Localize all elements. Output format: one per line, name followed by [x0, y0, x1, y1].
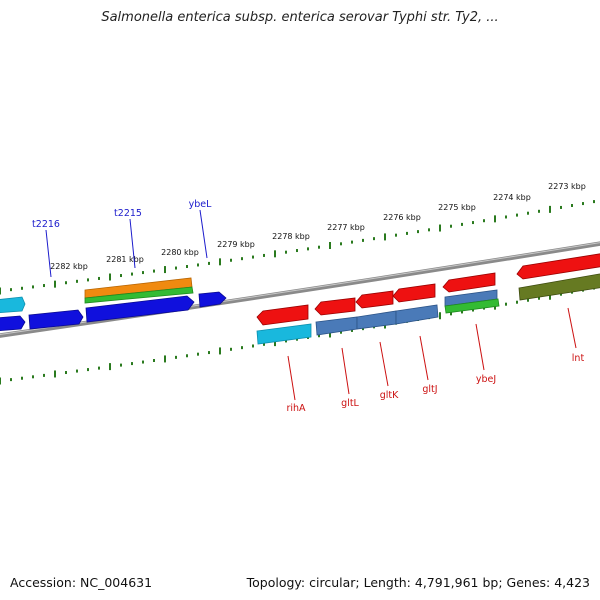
kbp-tick-labels: 2282 kbp 2281 kbp 2280 kbp 2279 kbp 2278… [50, 182, 586, 271]
gene-features [0, 253, 600, 345]
gene-arrow-cyan-partial[interactable] [0, 296, 26, 314]
leader-line-t2215 [129, 218, 136, 269]
gene-arrow-steel-gltL[interactable] [315, 316, 358, 336]
gene-label-ybeL[interactable]: ybeL [189, 199, 212, 210]
tick-label-2276: 2276 kbp [383, 213, 421, 222]
gene-label-gltL[interactable]: gltL [341, 398, 359, 409]
accession-text: Accession: NC_004631 [10, 575, 153, 590]
tick-label-2275: 2275 kbp [438, 203, 476, 212]
outer-tick-marks [0, 200, 595, 295]
tick-label-2281: 2281 kbp [106, 255, 144, 264]
gene-arrow-green-t2215[interactable] [84, 286, 194, 304]
inner-tick-marks [0, 286, 595, 385]
gene-arrow-red-ybeJ[interactable] [442, 272, 496, 293]
topology-text: Topology: circular; Length: 4,791,961 bp… [246, 575, 590, 590]
leader-line-lnt [567, 307, 577, 349]
tick-label-2280: 2280 kbp [161, 248, 199, 257]
gene-label-ybeJ[interactable]: ybeJ [476, 374, 496, 385]
gene-label-rihA[interactable]: rihA [286, 403, 306, 414]
gene-labels: t2216 t2215 ybeL rihA gltL gltK gltJ ybe… [32, 199, 584, 414]
tick-label-2278: 2278 kbp [272, 232, 310, 241]
leader-line-rihA [287, 355, 296, 401]
gene-label-gltJ[interactable]: gltJ [422, 384, 437, 395]
leader-line-gltJ [419, 335, 429, 381]
gene-arrow-red-gltL[interactable] [314, 297, 356, 316]
gene-arrow-red-rihA[interactable] [256, 304, 309, 326]
gene-arrow-red-gltJ[interactable] [392, 283, 436, 303]
gene-arrow-cyan-rihA[interactable] [256, 323, 312, 345]
gene-arrow-green-ybeJ[interactable] [444, 298, 500, 314]
gene-arrow-steel-gltJ[interactable] [395, 304, 439, 325]
tick-label-2277: 2277 kbp [327, 223, 365, 232]
gene-arrow-steel-gltK[interactable] [356, 310, 397, 330]
gene-arrow-blue-t2216[interactable] [28, 309, 84, 330]
gene-arrow-red-lnt[interactable] [516, 253, 600, 280]
leader-line-gltL [341, 347, 350, 395]
map-title: Salmonella enterica subsp. enterica sero… [101, 10, 499, 25]
gene-arrow-olive-lnt[interactable] [518, 273, 600, 301]
gene-arrow-blue-t2215[interactable] [85, 295, 195, 323]
leader-line-gltK [379, 341, 389, 387]
gene-arrow-blue-partial[interactable] [0, 315, 26, 332]
gene-label-t2216[interactable]: t2216 [32, 219, 60, 230]
gene-label-gltK[interactable]: gltK [380, 390, 399, 401]
tick-label-2274: 2274 kbp [493, 193, 531, 202]
tick-label-2282: 2282 kbp [50, 262, 88, 271]
gene-label-lnt[interactable]: lnt [572, 353, 585, 364]
tick-label-2273: 2273 kbp [548, 182, 586, 191]
tick-label-2279: 2279 kbp [217, 240, 255, 249]
gene-arrow-red-gltK[interactable] [355, 290, 394, 309]
leader-line-t2216 [45, 229, 52, 278]
gene-label-t2215[interactable]: t2215 [114, 208, 142, 219]
gene-arrow-blue-ybeL[interactable] [198, 291, 227, 308]
leader-line-ybeL [199, 209, 208, 259]
leader-line-ybeJ [475, 323, 485, 371]
